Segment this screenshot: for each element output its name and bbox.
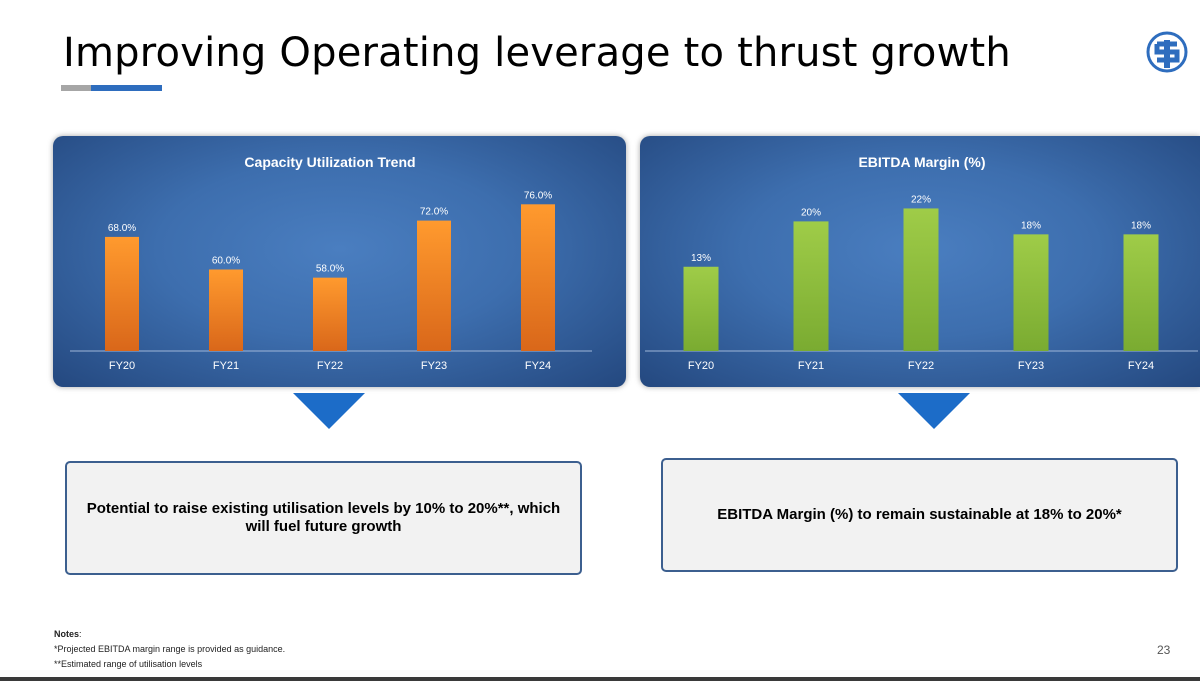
x-tick-label: FY20 (688, 360, 714, 372)
page-number: 23 (1157, 643, 1171, 657)
title-underline-blue (91, 85, 162, 91)
page-title: Improving Operating leverage to thrust g… (63, 30, 1011, 76)
ebitda-margin-svg: EBITDA Margin (%) 13% FY20 20% FY21 22% FY22 18… (645, 154, 1198, 372)
bar-data-label: 68.0% (108, 223, 136, 234)
x-tick-label: FY20 (109, 360, 135, 372)
bar (521, 204, 555, 351)
utilisation-callout-text: Potential to raise existing utilisation … (86, 500, 561, 535)
capacity-utilization-svg: Capacity Utilization Trend 68.0% FY20 60.0%… (70, 154, 592, 372)
bar (1013, 234, 1049, 351)
down-arrow-icon (898, 393, 970, 429)
x-tick-label: FY24 (525, 360, 551, 372)
bar-data-label: 76.0% (524, 190, 552, 201)
bar (417, 220, 451, 351)
footnote-1: *Projected EBITDA margin range is provid… (54, 644, 286, 654)
ebitda-margin-chart: EBITDA Margin (%) 13% FY20 20% FY21 22% FY22 18… (640, 136, 1200, 387)
bar-data-label: 72.0% (420, 207, 448, 218)
bar-data-label: 18% (1131, 220, 1151, 231)
bottom-border (0, 677, 1200, 681)
x-tick-label: FY22 (908, 360, 934, 372)
down-arrow-icon (293, 393, 365, 429)
capacity-utilization-chart: Capacity Utilization Trend 68.0% FY20 60.0%… (53, 136, 626, 387)
x-tick-label: FY21 (213, 360, 239, 372)
company-logo-icon (1146, 31, 1188, 73)
x-tick-label: FY23 (1018, 360, 1044, 372)
x-tick-label: FY24 (1128, 360, 1154, 372)
bar-data-label: 18% (1021, 220, 1041, 231)
bar-data-label: 13% (691, 253, 711, 264)
bar (1123, 234, 1159, 351)
notes-heading: Notes (54, 629, 80, 639)
chart-title: EBITDA Margin (%) (858, 154, 985, 170)
bar-data-label: 20% (801, 207, 821, 218)
x-tick-label: FY21 (798, 360, 824, 372)
ebitda-callout-box: EBITDA Margin (%) to remain sustainable … (661, 458, 1178, 572)
x-tick-label: FY22 (317, 360, 343, 372)
utilisation-callout-box: Potential to raise existing utilisation … (65, 461, 582, 575)
x-tick-label: FY23 (421, 360, 447, 372)
bar (903, 208, 939, 351)
bar (313, 277, 347, 351)
bar-data-label: 58.0% (316, 264, 344, 275)
bar (105, 236, 139, 351)
title-underline-gray (61, 85, 91, 91)
chart-title: Capacity Utilization Trend (244, 154, 415, 170)
bar (793, 221, 829, 351)
footnote-2: **Estimated range of utilisation levels (54, 659, 203, 669)
bar-data-label: 22% (911, 194, 931, 205)
ebitda-callout-text: EBITDA Margin (%) to remain sustainable … (717, 506, 1122, 523)
bar-data-label: 60.0% (212, 256, 240, 267)
footnotes: Notes: *Projected EBITDA margin range is… (54, 627, 285, 672)
bar (683, 266, 719, 351)
bar (209, 269, 243, 351)
